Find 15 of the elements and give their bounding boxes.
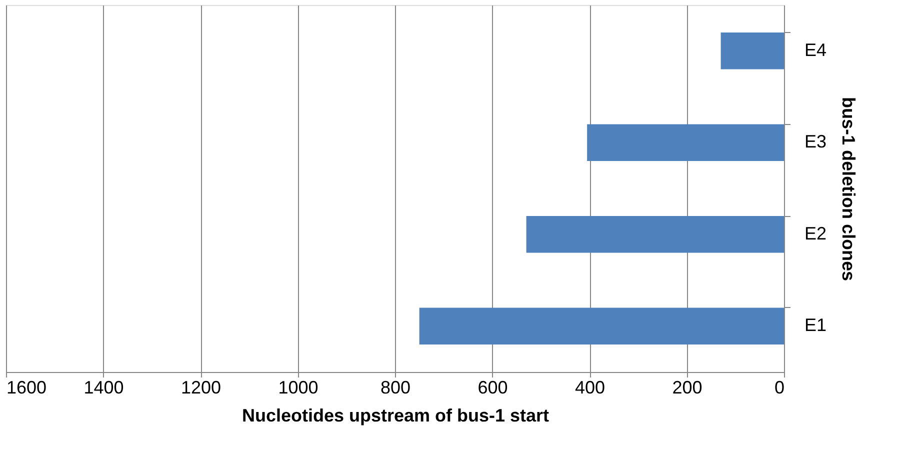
x-tick-label: 200 <box>672 378 702 398</box>
x-tick-label: 0 <box>774 378 784 398</box>
y-tick-label: E4 <box>804 40 827 60</box>
x-tick-label: 1400 <box>84 378 124 398</box>
x-tick-label: 600 <box>478 378 508 398</box>
x-axis-title: Nucleotides upstream of bus-1 start <box>242 406 550 426</box>
x-tick-label: 800 <box>380 378 411 398</box>
x-tick-label: 1600 <box>6 378 47 398</box>
y-tick-label: E3 <box>804 132 827 152</box>
y-axis-title: bus-1 deletion clones <box>838 96 859 282</box>
x-tick-label: 400 <box>574 378 606 398</box>
x-tick-label: 1200 <box>180 378 222 398</box>
x-tick-label: 1000 <box>278 378 318 398</box>
y-tick-label: E1 <box>804 315 827 336</box>
y-tick-label: E2 <box>804 223 827 244</box>
